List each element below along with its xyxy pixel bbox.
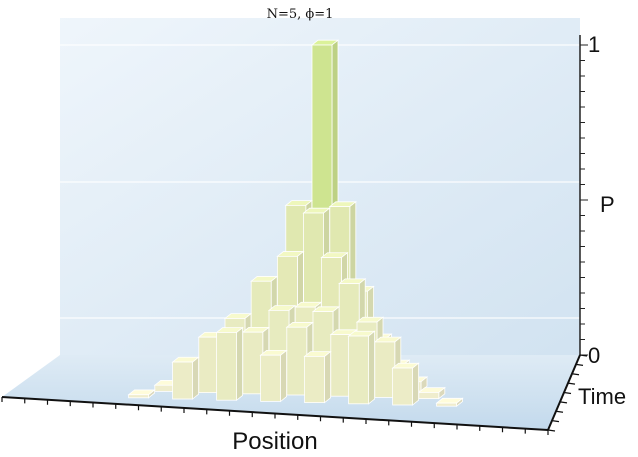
bar-front (198, 336, 220, 394)
bar-front (154, 384, 176, 392)
bar (259, 349, 288, 403)
bar (171, 356, 200, 400)
time-axis-label: Time (578, 384, 626, 409)
bar-side (368, 330, 376, 405)
bars-group (127, 39, 464, 408)
bar-front (260, 354, 282, 402)
p-axis-label: P (600, 192, 615, 217)
bar-side (236, 326, 244, 402)
bar-front (418, 392, 440, 400)
p-tick-label-1: 1 (588, 32, 600, 57)
bar-front (128, 394, 150, 399)
bar-front (172, 361, 194, 400)
bar-front (348, 335, 370, 405)
bar (215, 326, 244, 402)
time-tick (575, 363, 584, 366)
time-tick (559, 401, 568, 404)
bar-front (286, 326, 308, 396)
bar-front (216, 332, 238, 401)
bar (303, 350, 332, 404)
bar (417, 386, 446, 400)
bar-side (280, 349, 288, 403)
p-tick-label-0: 0 (588, 343, 600, 368)
bar-side (412, 362, 420, 406)
bar (127, 389, 156, 399)
bar (435, 397, 464, 408)
position-axis-label: Position (232, 428, 317, 455)
time-tick (571, 373, 580, 376)
bar-front (242, 331, 264, 395)
chart-title: N=5, ϕ=1 (267, 7, 334, 22)
p-axis-ticks (580, 44, 588, 356)
time-tick (567, 382, 576, 385)
time-tick (555, 410, 564, 413)
time-tick (547, 429, 556, 432)
bar-side (324, 350, 332, 404)
bar-front (304, 355, 326, 403)
time-tick (563, 391, 572, 395)
bar-front (392, 367, 414, 406)
time-axis-ticks (547, 354, 588, 432)
time-tick (579, 354, 588, 357)
position-axis-ticks (1, 397, 549, 435)
bar-front (330, 334, 352, 397)
bar (391, 362, 420, 406)
bar-front (436, 402, 458, 407)
time-tick (551, 420, 560, 423)
bar (347, 330, 376, 405)
bar-side (192, 356, 200, 400)
bar-front (374, 341, 396, 398)
